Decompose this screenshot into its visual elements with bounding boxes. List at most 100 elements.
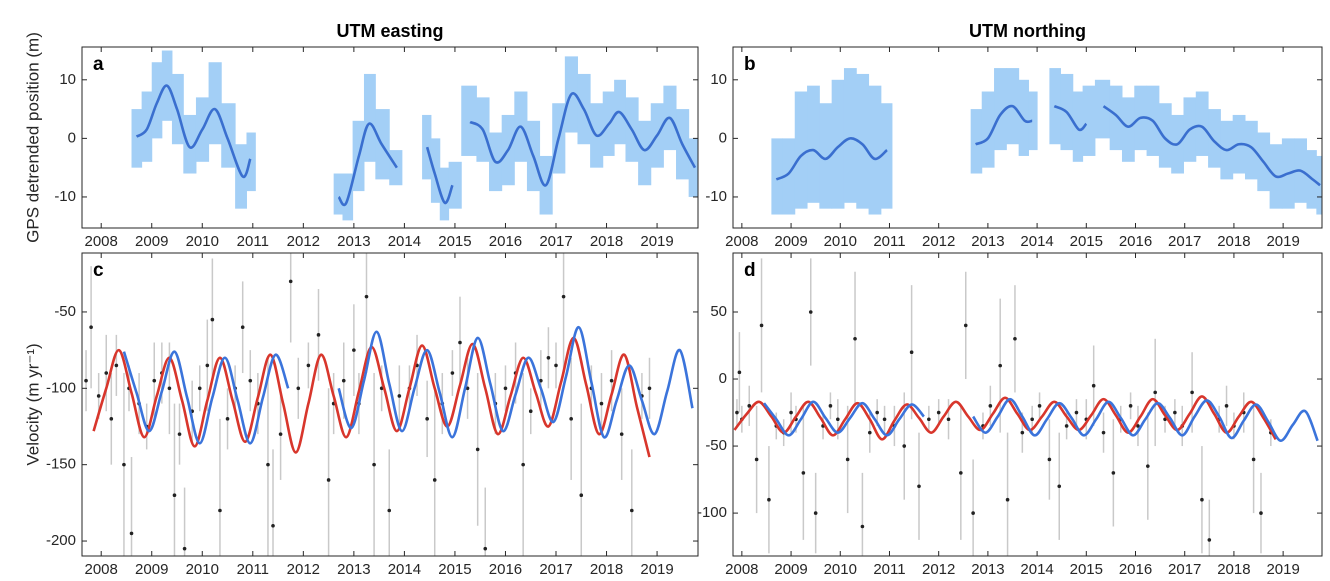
fit-line: [122, 350, 290, 445]
fit-line: [469, 92, 697, 187]
scatter-band: [868, 85, 882, 215]
panel-label: d: [744, 260, 756, 281]
x-tick-label: 2010: [186, 561, 219, 578]
data-point: [316, 333, 321, 337]
scatter-band: [794, 91, 808, 209]
data-point: [240, 325, 245, 330]
data-point: [554, 363, 558, 368]
data-point: [387, 508, 392, 513]
plot-area: [84, 253, 694, 556]
panel-title: UTM northing: [969, 21, 1086, 41]
data-point: [917, 484, 921, 489]
data-point: [569, 417, 573, 421]
data-point: [813, 511, 818, 515]
x-tick-label: 2018: [1217, 561, 1250, 578]
data-point: [89, 325, 93, 330]
panel: 2008 2009 2010 2011 2012 2013 2014 2015 2016 2017…: [23, 21, 699, 250]
x-tick-label: 2009: [135, 233, 168, 250]
data-point: [172, 493, 177, 498]
y-tick-label: -150: [46, 456, 76, 473]
x-tick-label: 2011: [873, 561, 905, 578]
scatter-band: [880, 103, 893, 209]
scatter-band: [448, 161, 462, 209]
fit-line: [1053, 104, 1088, 132]
plot-area: [771, 68, 1322, 215]
data-point: [465, 386, 470, 391]
data-point: [902, 444, 907, 448]
fit-line: [975, 104, 1033, 146]
data-point: [1259, 511, 1263, 515]
x-tick-label: 2010: [824, 561, 857, 578]
data-point: [1020, 430, 1025, 435]
data-point: [167, 386, 172, 391]
data-point: [503, 386, 508, 391]
x-tick-label: 2013: [337, 233, 370, 250]
data-point: [1111, 471, 1116, 475]
fit-line: [972, 397, 1319, 442]
data-point: [1091, 383, 1096, 388]
panel-title: UTM easting: [336, 21, 443, 41]
data-point: [946, 417, 951, 422]
axes-box: [81, 46, 699, 229]
scatter-band: [782, 138, 796, 215]
x-tick-label: 2017: [1168, 561, 1201, 578]
panel-label: b: [744, 54, 756, 75]
data-point: [754, 457, 759, 462]
panel-label: c: [93, 260, 104, 281]
data-point: [927, 417, 931, 422]
x-tick-label: 2012: [287, 561, 320, 578]
data-point: [853, 337, 857, 341]
y-tick-label: 10: [59, 71, 76, 88]
data-point: [458, 340, 462, 345]
scatter-band: [430, 138, 441, 203]
scatter-band: [688, 138, 698, 197]
x-tick-label: 2017: [539, 561, 572, 578]
data-point: [1146, 464, 1150, 468]
data-point: [1030, 417, 1034, 422]
data-point: [619, 432, 624, 436]
x-tick-label: 2008: [725, 233, 758, 250]
data-point: [801, 471, 806, 475]
x-tick-label: 2013: [337, 561, 370, 578]
y-tick-label: -100: [46, 379, 76, 396]
y-tick-label: 0: [68, 129, 76, 146]
data-point: [84, 378, 88, 383]
axes-box: [732, 46, 1323, 229]
y-axis-title: GPS detrended position (m): [23, 32, 42, 243]
fit-line: [1102, 105, 1321, 187]
scatter-band: [363, 73, 376, 162]
fit-line: [775, 137, 888, 181]
scatter-band: [1109, 85, 1123, 151]
x-tick-label: 2011: [237, 233, 269, 250]
data-point: [735, 410, 739, 415]
data-point: [205, 363, 210, 368]
x-tick-label: 2015: [438, 561, 471, 578]
data-point: [988, 404, 993, 408]
x-tick-label: 2012: [922, 561, 955, 578]
data-point: [1005, 497, 1010, 502]
data-point: [109, 417, 114, 421]
x-tick-label: 2016: [1119, 561, 1152, 578]
scatter-band: [843, 68, 857, 203]
x-tick-label: 2017: [539, 233, 572, 250]
data-point: [278, 432, 283, 436]
x-tick-label: 2009: [774, 561, 807, 578]
data-point: [882, 417, 887, 422]
scatter-band: [333, 173, 343, 215]
scatter-band: [131, 109, 143, 168]
x-tick-label: 2008: [725, 561, 758, 578]
data-point: [129, 531, 134, 536]
data-point: [528, 409, 533, 414]
y-tick-label: 0: [719, 129, 727, 146]
data-point: [539, 378, 543, 383]
data-point: [561, 294, 566, 299]
data-point: [1064, 424, 1069, 428]
data-point: [306, 363, 311, 368]
panel-label: a: [93, 54, 104, 75]
data-point: [737, 370, 742, 375]
fit-line: [733, 395, 1277, 441]
data-point: [1057, 484, 1062, 489]
x-tick-label: 2010: [186, 233, 219, 250]
data-point: [225, 417, 230, 421]
data-point: [450, 371, 455, 375]
